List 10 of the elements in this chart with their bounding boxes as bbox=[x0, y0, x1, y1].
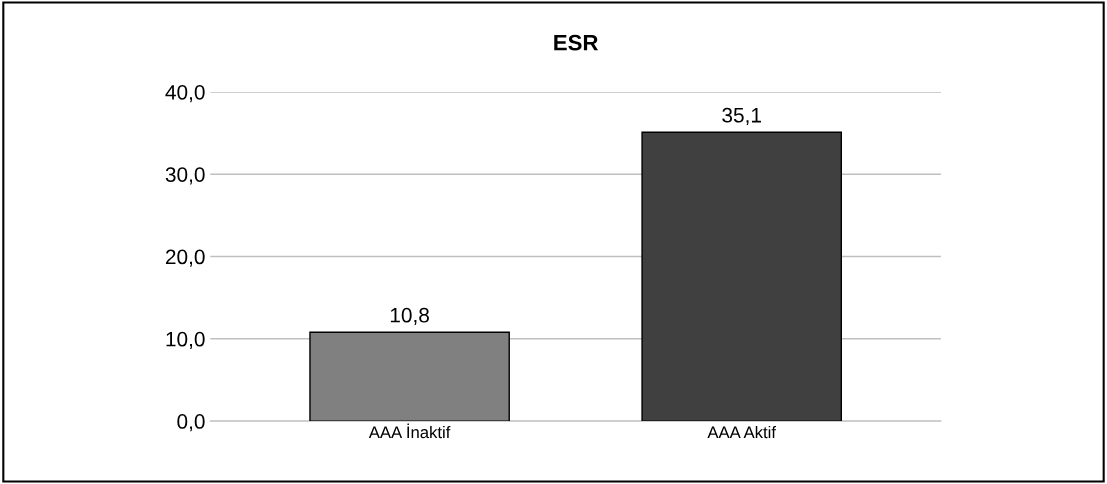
x-tick-label: AAA İnaktif bbox=[368, 423, 451, 439]
x-tick-label: AAA Aktif bbox=[707, 425, 776, 439]
y-tick-label: 0,0 bbox=[177, 414, 205, 432]
y-tick-label: 10,0 bbox=[166, 331, 205, 350]
chart-title: ESR bbox=[554, 34, 599, 51]
y-tick-label: 40,0 bbox=[165, 84, 205, 103]
y-tick-label: 30,0 bbox=[165, 167, 205, 185]
y-tick-label: 20,0 bbox=[165, 249, 205, 267]
data-label: 35,1 bbox=[722, 107, 761, 126]
data-label: 10,8 bbox=[390, 307, 429, 326]
